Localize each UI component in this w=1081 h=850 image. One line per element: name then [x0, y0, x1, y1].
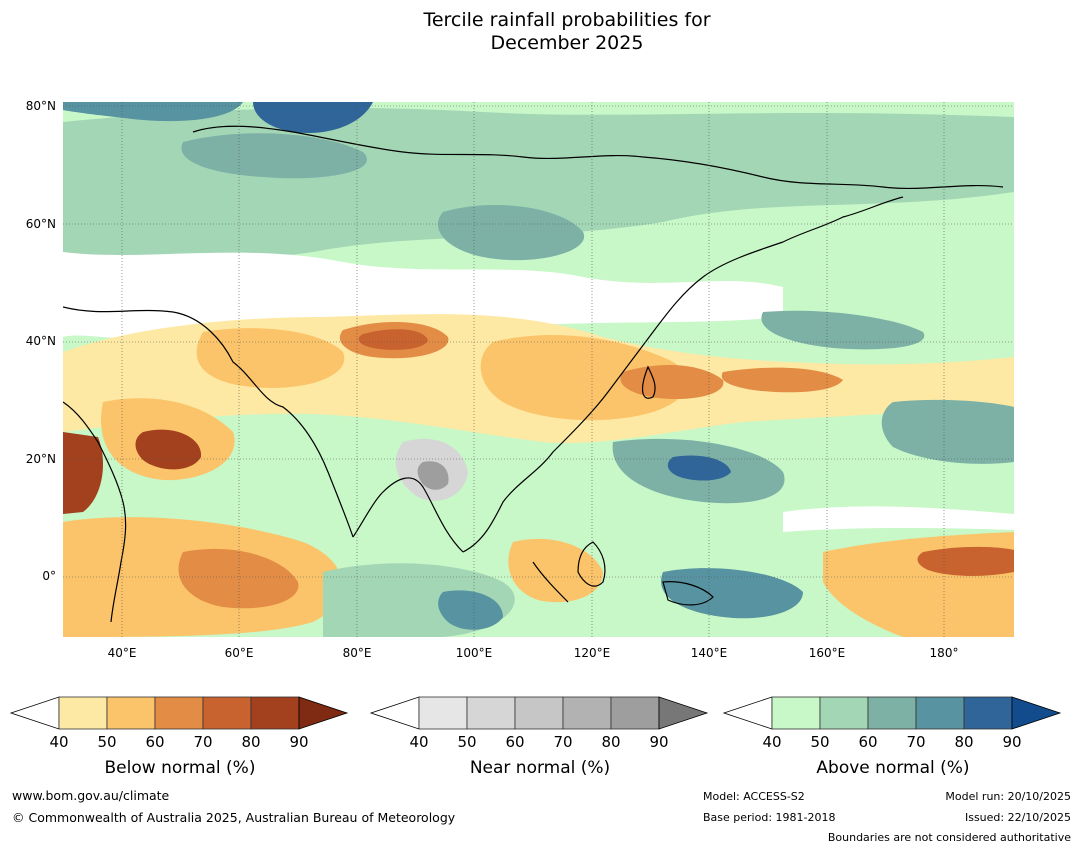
colorbar-below-tick: 70: [193, 733, 213, 751]
colorbar-near-60-70: [514, 696, 564, 730]
colorbar-above-min-arrow: [723, 696, 773, 730]
lon-label-160e: 160°E: [808, 646, 846, 660]
lon-label-120e: 120°E: [573, 646, 611, 660]
colorbar-below: [10, 696, 349, 730]
region-below-horn-core: [178, 548, 299, 609]
lon-label-40e: 40°E: [107, 646, 137, 660]
colorbar-below-tick: 60: [145, 733, 165, 751]
lat-label-40n: 40°N: [25, 334, 56, 348]
map-canvas: [63, 102, 1014, 637]
boundaries-disclaimer: Boundaries are not considered authoritat…: [827, 831, 1071, 844]
region-below-china: [480, 334, 688, 421]
lat-label-80n: 80°N: [25, 99, 56, 113]
region-below-south-pacific-core: [917, 546, 1014, 576]
colorbar-below-max-arrow: [298, 696, 349, 730]
title-line-1: Tercile rainfall probabilities for: [423, 9, 711, 31]
colorbar-near-tick: 90: [649, 733, 669, 751]
region-below-sahara: [63, 432, 103, 514]
coastlines: [63, 125, 1004, 623]
region-above-pacific-east: [881, 399, 1014, 464]
colorbar-near-tick: 70: [553, 733, 573, 751]
colorbar-above-tick: 60: [858, 733, 878, 751]
colorbar-near-title: Near normal (%): [469, 758, 611, 778]
colorbar-below-title: Below normal (%): [104, 758, 256, 778]
region-below-borneo: [508, 538, 603, 603]
colorbar-above-80-90: [963, 696, 1013, 730]
region-above-scandinavia: [63, 102, 243, 122]
base-period: Base period: 1981-2018: [703, 811, 836, 824]
colorbar-above-40-50: [771, 696, 821, 730]
colorbar-below-80-90: [250, 696, 300, 730]
graticule: [63, 102, 1014, 637]
region-below-pacific-north: [721, 367, 843, 393]
colorbar-above-tick: 90: [1002, 733, 1022, 751]
colorbar-near: [370, 696, 709, 730]
title-line-2: December 2025: [490, 32, 644, 54]
region-white-central-asia: [63, 252, 783, 339]
lat-label-60n: 60°N: [25, 217, 56, 231]
colorbar-below-tick: 90: [289, 733, 309, 751]
colorbar-near-50-60: [466, 696, 516, 730]
colorbar-below-min-arrow: [10, 696, 60, 730]
issued-date: Issued: 22/10/2025: [964, 811, 1071, 824]
lat-label-20n: 20°N: [25, 452, 56, 466]
region-below-iran: [196, 328, 345, 388]
region-near-indochina-core: [417, 461, 449, 490]
colorbar-below-tick: 80: [241, 733, 261, 751]
colorbar-below-50-60: [106, 696, 156, 730]
chart-title: Tercile rainfall probabilities for Decem…: [0, 9, 1081, 55]
region-white-equatorial: [783, 506, 1014, 532]
colorbar-near-tick: 60: [505, 733, 525, 751]
colorbar-above-tick: 70: [906, 733, 926, 751]
model-run-date: Model run: 20/10/2025: [945, 790, 1071, 803]
lon-label-80e: 80°E: [342, 646, 372, 660]
colorbar-below-60-70: [154, 696, 204, 730]
colorbar-below-40-50: [58, 696, 108, 730]
colorbar-above-60-70: [867, 696, 917, 730]
region-above-pacific-north: [761, 310, 925, 350]
rainfall-probability-map: [63, 102, 1014, 637]
colorbar-near-max-arrow: [658, 696, 709, 730]
colorbar-above-tick: 50: [810, 733, 830, 751]
colorbar-below-70-80: [202, 696, 252, 730]
region-below-arabia-core: [135, 429, 202, 470]
colorbar-below-tick: 40: [49, 733, 69, 751]
region-above-siberia-2: [437, 204, 585, 261]
colorbar-near-40-50: [418, 696, 468, 730]
colorbar-near-70-80: [562, 696, 612, 730]
colorbar-near-min-arrow: [370, 696, 420, 730]
colorbar-near-tick: 80: [601, 733, 621, 751]
region-above-new-guinea: [661, 568, 803, 619]
colorbar-near-tick: 40: [409, 733, 429, 751]
lon-label-100e: 100°E: [455, 646, 493, 660]
lon-label-140e: 140°E: [690, 646, 728, 660]
region-above-barents: [253, 102, 373, 133]
colorbar-above: [723, 696, 1062, 730]
colorbar-above-tick: 40: [762, 733, 782, 751]
copyright-text: © Commonwealth of Australia 2025, Austra…: [12, 810, 456, 825]
colorbar-near-80-90: [610, 696, 660, 730]
website-link[interactable]: www.bom.gov.au/climate: [12, 788, 170, 803]
region-below-tibet-core: [358, 329, 428, 350]
region-above-indian-ocean-core: [438, 590, 503, 630]
region-above-pacific-core: [667, 455, 731, 481]
colorbar-above-70-80: [915, 696, 965, 730]
lon-label-60e: 60°E: [224, 646, 254, 660]
model-name: Model: ACCESS-S2: [703, 790, 805, 803]
colorbar-above-tick: 80: [954, 733, 974, 751]
colorbar-below-tick: 50: [97, 733, 117, 751]
colorbar-near-tick: 50: [457, 733, 477, 751]
colorbar-above-max-arrow: [1011, 696, 1062, 730]
lon-label-180: 180°: [929, 646, 959, 660]
lat-label-0: 0°: [42, 569, 56, 583]
colorbar-above-50-60: [819, 696, 869, 730]
region-above-ural: [181, 133, 367, 179]
colorbar-above-title: Above normal (%): [816, 758, 970, 778]
